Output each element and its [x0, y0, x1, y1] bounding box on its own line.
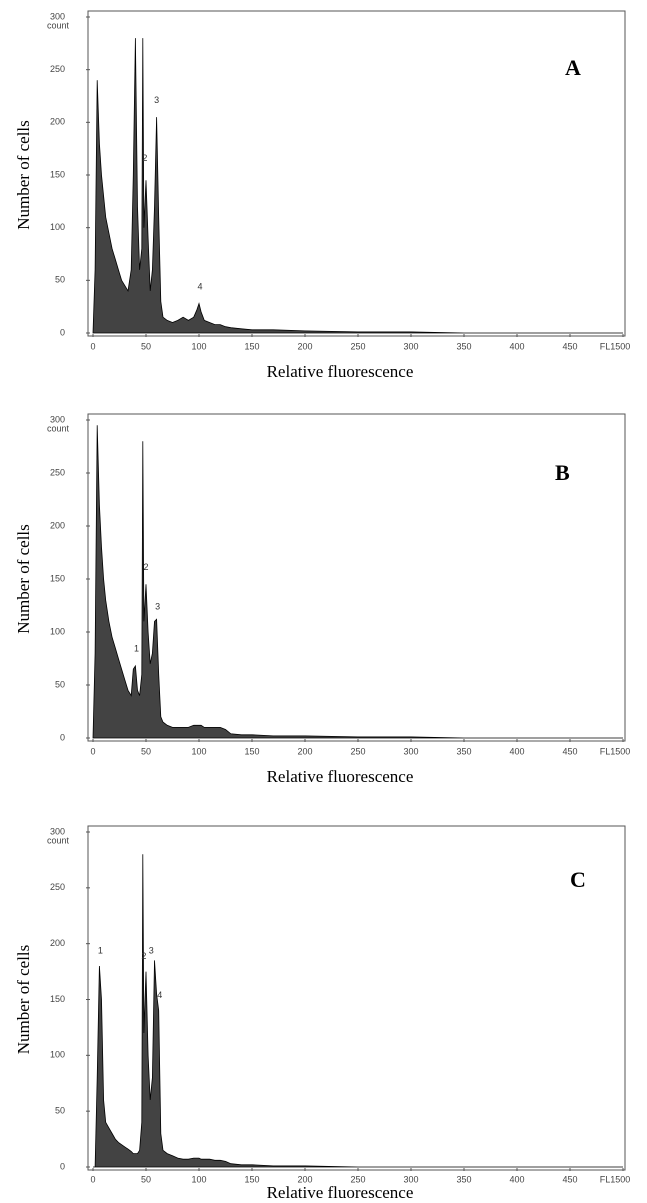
x-tick-label: 100 [191, 341, 206, 351]
y-tick-label: 0 [60, 732, 65, 742]
x-tick-label: 300 [403, 1174, 418, 1184]
x-tick-label: 350 [456, 746, 471, 756]
x-tick-label: FL1500 [600, 1174, 631, 1184]
peak-label: 3 [155, 601, 160, 611]
panel-label: A [565, 55, 581, 80]
x-tick-label: 350 [456, 341, 471, 351]
peak-label: 2 [142, 153, 147, 163]
peak-label: 1 [98, 945, 103, 955]
peak-label: 2 [143, 562, 148, 572]
y-tick-label: 200 [50, 520, 65, 530]
plot-frame [87, 825, 626, 1171]
x-tick-label: 200 [297, 746, 312, 756]
x-tick-label: 350 [456, 1174, 471, 1184]
y-tick-label: 200 [50, 938, 65, 948]
x-axis-title: Relative fluorescence [267, 1183, 414, 1202]
x-tick-label: 250 [350, 341, 365, 351]
y-tick-label: 50 [55, 679, 65, 689]
peak-label: 3 [149, 945, 154, 955]
x-axis-title: Relative fluorescence [267, 767, 414, 786]
y-tick-label: 100 [50, 626, 65, 636]
y-tick-label: 150 [50, 994, 65, 1004]
x-tick-label: FL1500 [600, 341, 631, 351]
x-tick-label: 150 [244, 746, 259, 756]
x-tick-label: 250 [350, 746, 365, 756]
peak-label: 3 [154, 95, 159, 105]
plot-frame [87, 10, 626, 337]
y-tick-label: 300 [50, 11, 65, 21]
y-tick-label: 150 [50, 169, 65, 179]
x-tick-label: 250 [350, 1174, 365, 1184]
peak-label: 2 [141, 951, 146, 961]
x-tick-label: 200 [297, 1174, 312, 1184]
x-tick-label: 150 [244, 1174, 259, 1184]
histogram-area [93, 854, 623, 1168]
y-tick-label: 100 [50, 222, 65, 232]
peak-label: 4 [157, 990, 162, 1000]
x-tick-label: 200 [297, 341, 312, 351]
x-tick-label: 400 [509, 341, 524, 351]
x-tick-label: 300 [403, 341, 418, 351]
x-tick-label: 100 [191, 1174, 206, 1184]
y-tick-label: 50 [55, 275, 65, 285]
x-tick-label: 450 [562, 1174, 577, 1184]
panel-label: B [555, 460, 570, 485]
x-tick-label: 0 [90, 746, 95, 756]
y-tick-label: 0 [60, 327, 65, 337]
x-tick-label: 50 [141, 1174, 151, 1184]
y-axis-title: Number of cells [14, 524, 33, 634]
y-tick-label: 0 [60, 1161, 65, 1171]
y-tick-label: 100 [50, 1050, 65, 1060]
y-unit: count [47, 20, 70, 30]
x-tick-label: 450 [562, 746, 577, 756]
histogram-area [92, 425, 623, 739]
x-tick-label: FL1500 [600, 746, 631, 756]
y-tick-label: 250 [50, 882, 65, 892]
x-axis-title: Relative fluorescence [267, 362, 414, 381]
y-tick-label: 300 [50, 414, 65, 424]
x-tick-label: 50 [141, 746, 151, 756]
histogram-area [92, 38, 623, 334]
y-tick-label: 50 [55, 1106, 65, 1116]
y-tick-label: 150 [50, 573, 65, 583]
y-tick-label: 250 [50, 467, 65, 477]
x-tick-label: 150 [244, 341, 259, 351]
y-unit: count [47, 423, 70, 433]
peak-label: 4 [198, 281, 203, 291]
y-tick-label: 200 [50, 117, 65, 127]
x-tick-label: 50 [141, 341, 151, 351]
panel-label: C [570, 867, 586, 892]
peak-label: 1 [134, 644, 139, 654]
x-tick-label: 400 [509, 1174, 524, 1184]
x-tick-label: 0 [90, 1174, 95, 1184]
y-tick-label: 300 [50, 826, 65, 836]
x-tick-label: 450 [562, 341, 577, 351]
x-tick-label: 300 [403, 746, 418, 756]
plot-frame [87, 413, 626, 742]
y-tick-label: 250 [50, 64, 65, 74]
x-tick-label: 400 [509, 746, 524, 756]
y-axis-title: Number of cells [14, 120, 33, 230]
x-tick-label: 0 [90, 341, 95, 351]
y-axis-title: Number of cells [14, 945, 33, 1055]
x-tick-label: 100 [191, 746, 206, 756]
y-unit: count [47, 835, 70, 845]
